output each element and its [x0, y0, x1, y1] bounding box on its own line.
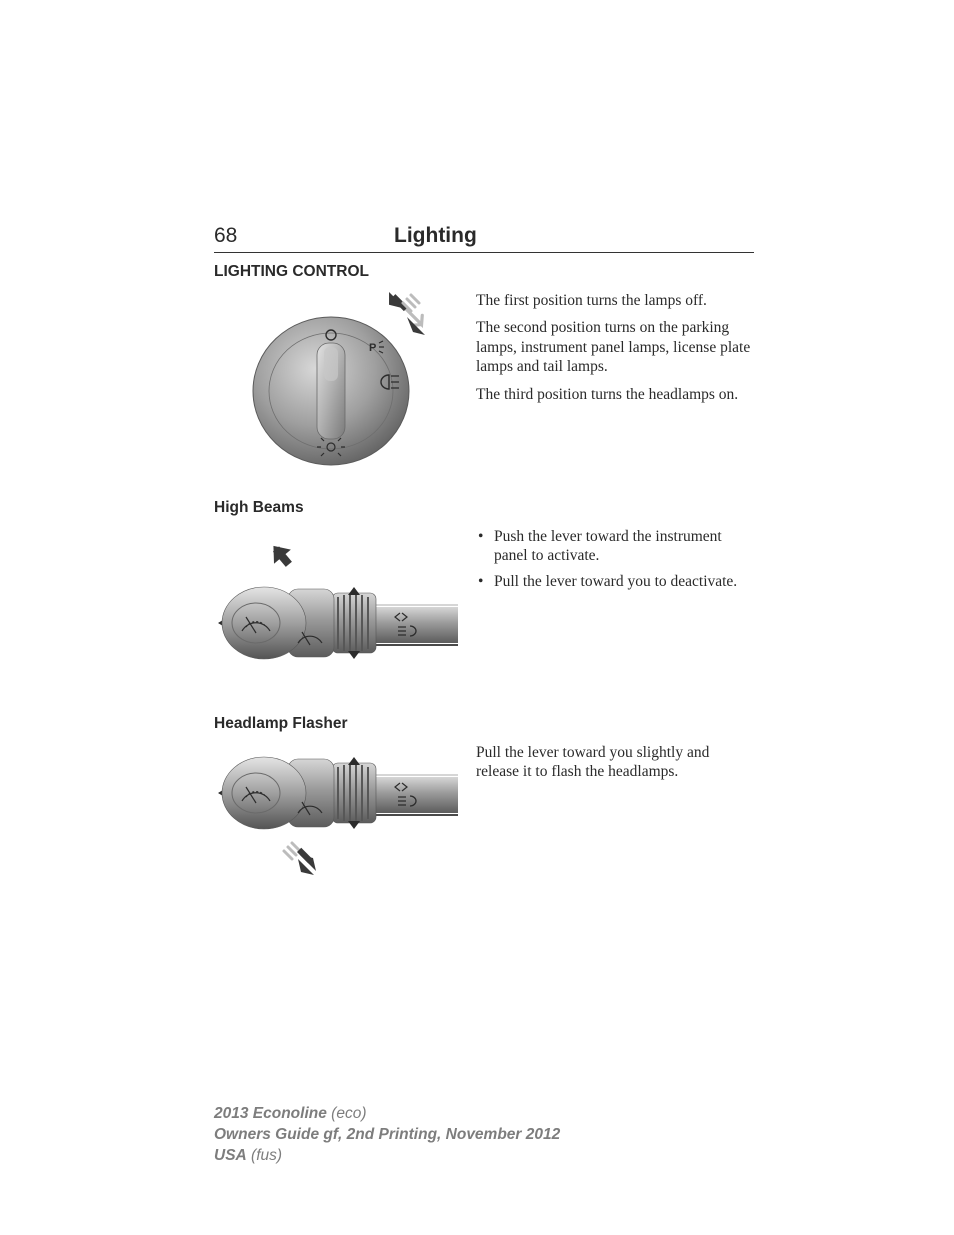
heading-headlamp-flasher: Headlamp Flasher: [214, 715, 754, 733]
para: The first position turns the lamps off.: [476, 291, 754, 310]
svg-text:P: P: [369, 342, 376, 354]
footer-model-code: (eco): [327, 1105, 367, 1122]
page-header: 68 Lighting: [214, 224, 754, 253]
page-number: 68: [214, 224, 394, 248]
headlamp-flasher-text: Pull the lever toward you slightly and r…: [476, 743, 754, 893]
footer-region: USA: [214, 1147, 247, 1164]
page-title: Lighting: [394, 224, 477, 248]
footer: 2013 Econoline (eco) Owners Guide gf, 2n…: [214, 1104, 560, 1167]
para: The third position turns the headlamps o…: [476, 385, 754, 404]
figure-high-beams-lever: [214, 527, 458, 687]
para: The second position turns on the parking…: [476, 318, 754, 376]
footer-region-code: (fus): [247, 1147, 282, 1164]
footer-model: 2013 Econoline: [214, 1105, 327, 1122]
figure-headlamp-flasher-lever: [214, 743, 458, 893]
heading-high-beams: High Beams: [214, 499, 754, 517]
bullet: Push the lever toward the instrument pan…: [476, 527, 754, 566]
lighting-control-text: The first position turns the lamps off. …: [476, 291, 754, 471]
high-beams-text: Push the lever toward the instrument pan…: [476, 527, 754, 687]
figure-lighting-dial: P: [214, 291, 458, 471]
bullet: Pull the lever toward you to deactivate.: [476, 572, 754, 591]
heading-lighting-control: LIGHTING CONTROL: [214, 263, 754, 281]
para: Pull the lever toward you slightly and r…: [476, 743, 754, 782]
footer-guide: Owners Guide gf, 2nd Printing, November …: [214, 1125, 560, 1146]
